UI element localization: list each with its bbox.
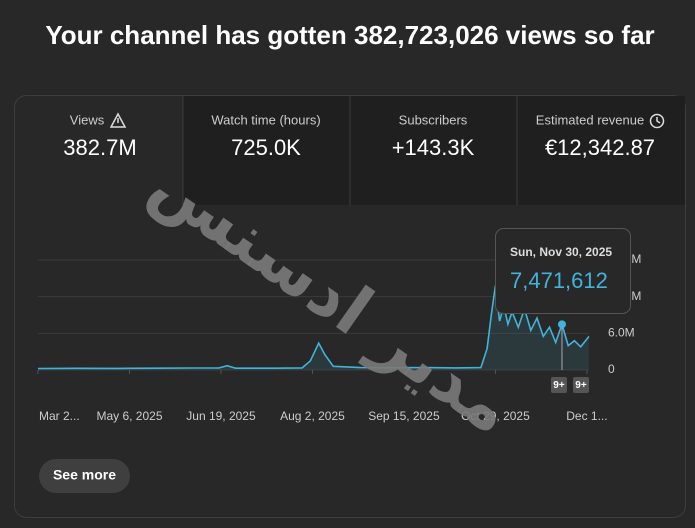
- hover-point: [557, 320, 566, 329]
- see-more-button[interactable]: See more: [39, 459, 130, 493]
- x-tick-label: Jun 19, 2025: [186, 409, 256, 423]
- y-tick-label: 6.0M: [608, 326, 635, 340]
- info-icon: [649, 113, 665, 129]
- metric-label: Views: [70, 112, 105, 127]
- annotation-label: 9+: [575, 380, 587, 391]
- metric-value: 725.0K: [231, 135, 301, 160]
- x-tick-label: Mar 2...: [39, 409, 80, 423]
- metric-value: +143.3K: [392, 135, 475, 160]
- x-tick-label: Dec 1...: [566, 409, 607, 423]
- x-tick-label: May 6, 2025: [96, 409, 162, 423]
- metric-value: €12,342.87: [545, 135, 655, 160]
- series-line: [37, 285, 590, 370]
- metric-label: Watch time (hours): [211, 112, 320, 127]
- x-tick-label: Aug 2, 2025: [280, 409, 345, 423]
- tabs-bg: [183, 96, 685, 205]
- metric-value: 382.7M: [63, 135, 136, 160]
- warning-icon: [109, 112, 127, 128]
- series-area: [38, 285, 589, 370]
- button-label[interactable]: See more: [53, 467, 116, 483]
- annotation-badge: [551, 377, 567, 393]
- annotation-label: 9+: [553, 380, 565, 391]
- page-title: Your channel has gotten 382,723,026 view…: [45, 20, 654, 50]
- metric-label: Subscribers: [399, 112, 468, 127]
- annotation-badge: [573, 377, 589, 393]
- metric-label: Estimated revenue: [536, 112, 644, 127]
- x-tick-label: Oct 29, 2025: [461, 409, 530, 423]
- y-tick-label: 0: [608, 362, 615, 376]
- tooltip-date: Sun, Nov 30, 2025: [510, 245, 612, 259]
- button-bg[interactable]: [39, 459, 130, 493]
- x-tick-label: Sep 15, 2025: [368, 409, 440, 423]
- tooltip-value: 7,471,612: [510, 268, 608, 293]
- tooltip-box: [495, 228, 631, 314]
